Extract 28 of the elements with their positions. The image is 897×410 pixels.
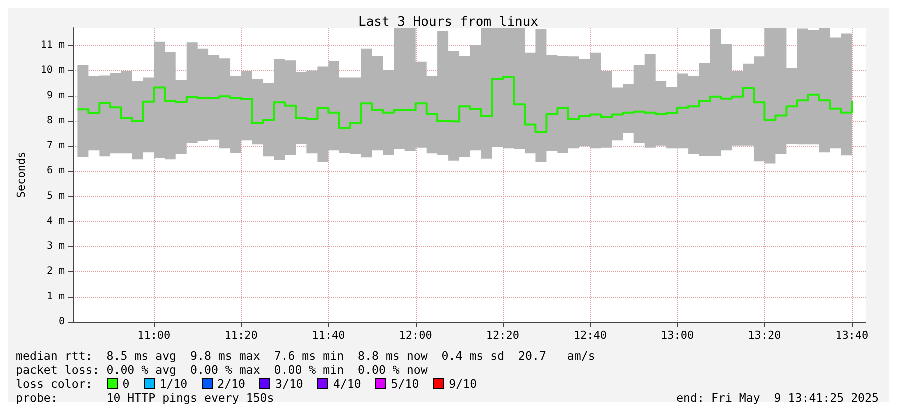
x-tick-label: 11:20	[224, 329, 258, 342]
y-tick-label: 8 m	[46, 115, 65, 126]
chart-title: Last 3 Hours from linux	[358, 15, 539, 30]
x-tick-label: 11:00	[138, 329, 171, 342]
y-tick-label: 1 m	[46, 291, 65, 302]
y-tick-label: 11 m	[40, 40, 65, 52]
text: median rtt: 8.5 ms avg 9.8 ms max 7.6 ms min 8.8 ms now 0.4 ms sd 20.7 am/s	[16, 349, 596, 363]
x-tick-label: 13:20	[748, 329, 782, 342]
x-tick-label: 11:40	[312, 329, 346, 342]
y-tick-label: 5 m	[46, 190, 65, 202]
text: loss color: 0 1/10 2/10 3/10 4/10 5/10 9/10	[16, 377, 478, 391]
text: end: Fri May 9 13:41:25 2025	[676, 391, 879, 405]
text: probe: 10 HTTP pings every 150s	[16, 391, 274, 405]
y-tick-label: 0	[58, 316, 65, 328]
x-tick-label: 13:40	[836, 329, 869, 342]
x-tick-label: 12:00	[399, 329, 432, 342]
y-tick-label: 9 m	[46, 90, 65, 102]
y-tick-label: 10 m	[40, 65, 65, 76]
y-axis-title: Seconds	[15, 152, 28, 198]
y-tick-label: 2 m	[46, 266, 65, 278]
x-tick-label: 13:00	[661, 329, 694, 342]
x-tick-label: 12:40	[574, 329, 607, 342]
text: packet loss: 0.00 % avg 0.00 % max 0.00 % min 0.00 % now	[16, 363, 429, 377]
y-tick-label: 7 m	[46, 140, 65, 152]
y-tick-label: 3 m	[46, 241, 65, 252]
y-tick-label: 4 m	[46, 216, 65, 227]
y-tick-label: 6 m	[46, 166, 65, 177]
x-tick-label: 12:20	[486, 329, 520, 342]
